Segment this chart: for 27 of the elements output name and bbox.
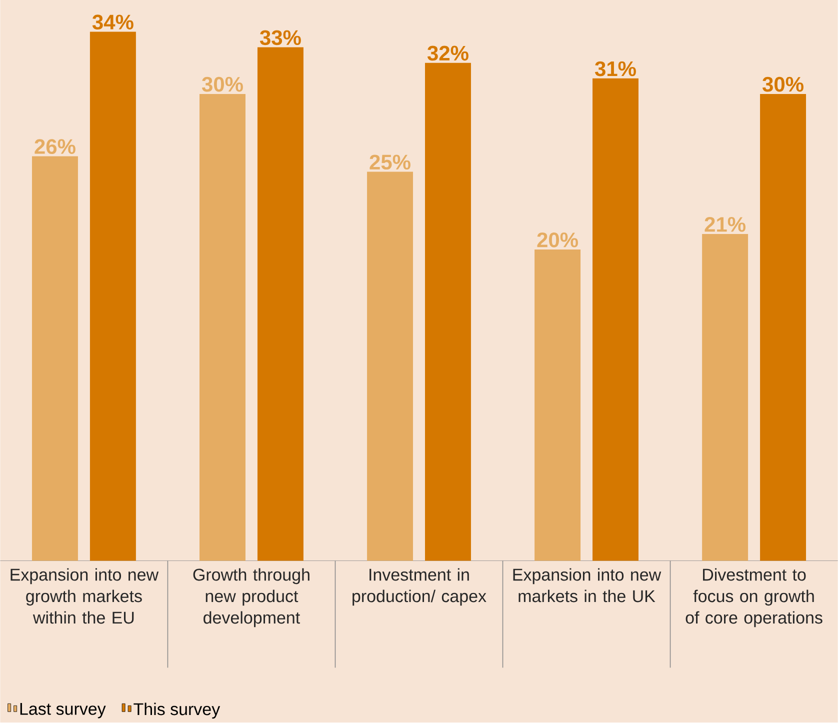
bar [760, 94, 806, 561]
data-label: 26% [34, 139, 76, 154]
bar [32, 156, 78, 561]
bar [257, 47, 304, 561]
bar [367, 172, 414, 561]
data-label: 30% [202, 77, 243, 92]
bar [592, 78, 638, 561]
bar [702, 234, 748, 561]
bar [200, 94, 246, 561]
data-label: 34% [92, 14, 134, 30]
x-tick-label: Growth through new product development [193, 568, 310, 628]
data-label: 30% [762, 77, 804, 92]
x-tick-label: Expansion into new markets in the UK [513, 568, 662, 602]
data-label: 32% [427, 46, 468, 61]
data-label: 21% [704, 217, 746, 232]
bar [425, 63, 471, 561]
data-label: 31% [594, 61, 636, 76]
legend-label: This survey [134, 702, 220, 719]
data-label: 33% [260, 30, 301, 46]
x-tick-label: Expansion into new growth markets within the EU [10, 568, 159, 624]
x-tick-label: Divestment to focus on growth of core operations [686, 568, 822, 628]
bar [534, 250, 581, 561]
x-tick-label: Investment in production/ capex [352, 568, 486, 606]
bar [90, 32, 136, 561]
data-label: 20% [537, 232, 578, 248]
data-label: 25% [370, 154, 410, 170]
legend-label: Last survey [20, 703, 106, 718]
